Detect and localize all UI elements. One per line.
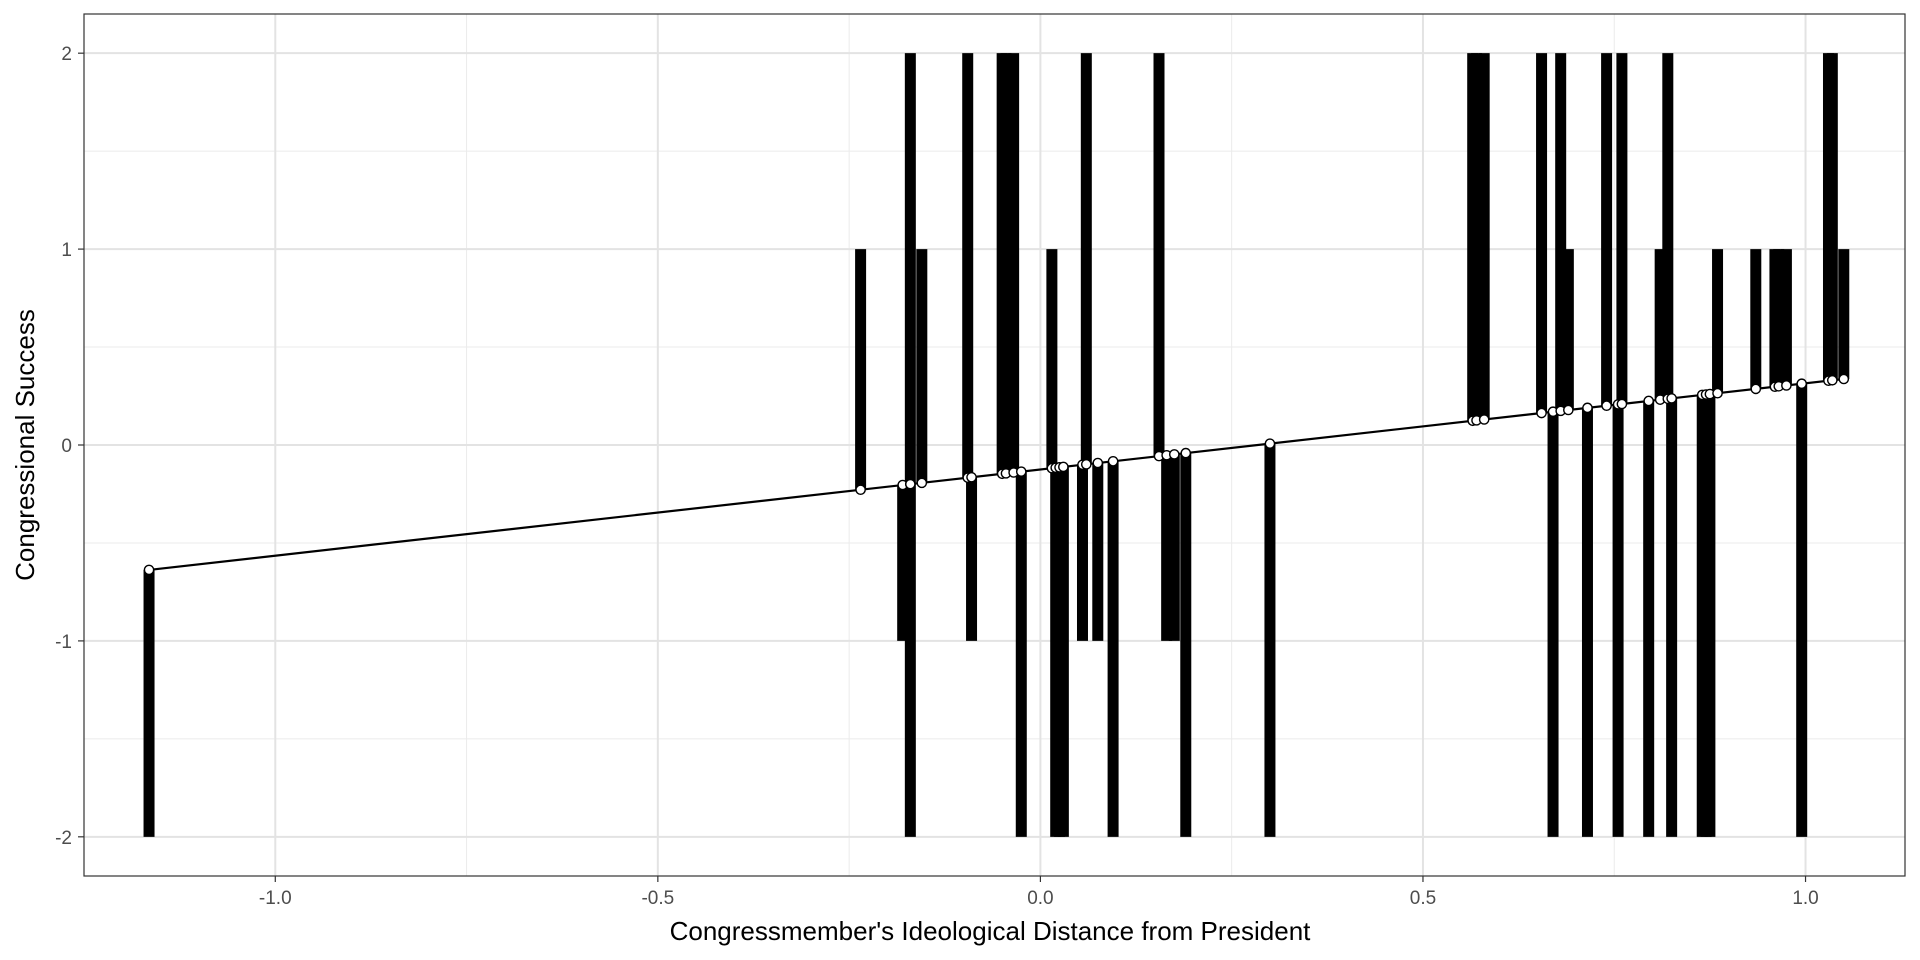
fitted-point bbox=[1796, 378, 1808, 390]
fitted-point bbox=[1015, 466, 1027, 477]
fitted-point bbox=[1536, 407, 1547, 419]
y-tick-label: 0 bbox=[61, 436, 72, 457]
fitted-point bbox=[1616, 398, 1628, 410]
fitted-point bbox=[1264, 438, 1276, 449]
fitted-point bbox=[1169, 449, 1180, 460]
fitted-point bbox=[1478, 414, 1490, 425]
fitted-point bbox=[1107, 455, 1119, 467]
fitted-point bbox=[1058, 461, 1069, 473]
fitted-point bbox=[1081, 459, 1092, 470]
fitted-point bbox=[1781, 380, 1792, 391]
fitted-point bbox=[1838, 373, 1850, 385]
x-tick-label: 1.0 bbox=[1792, 888, 1818, 909]
x-axis-title: Congressmember's Ideological Distance fr… bbox=[670, 916, 1312, 946]
x-tick-label: -0.5 bbox=[641, 888, 674, 909]
y-tick-label: 1 bbox=[61, 240, 72, 261]
fitted-point bbox=[916, 477, 928, 489]
fitted-point bbox=[1666, 393, 1677, 404]
fitted-point bbox=[1750, 383, 1762, 395]
fitted-point bbox=[905, 478, 916, 490]
y-axis-title: Congressional Success bbox=[10, 309, 40, 581]
fitted-point bbox=[1643, 395, 1654, 407]
fitted-point bbox=[1582, 402, 1593, 414]
fitted-point bbox=[1827, 374, 1838, 386]
x-tick-label: 0.5 bbox=[1410, 888, 1436, 909]
fitted-point bbox=[1092, 457, 1104, 469]
fitted-point bbox=[1601, 400, 1612, 412]
y-tick-label: -2 bbox=[55, 828, 72, 849]
fitted-point bbox=[966, 471, 977, 483]
x-axis: -1.0 -0.5 0.0 0.5 1.0 bbox=[259, 876, 1819, 909]
x-tick-label: -1.0 bbox=[259, 888, 292, 909]
y-tick-label: -1 bbox=[55, 632, 72, 653]
fitted-point bbox=[1563, 404, 1574, 416]
grid-major bbox=[84, 14, 1905, 876]
fitted-point bbox=[143, 564, 155, 576]
fitted-point bbox=[1180, 447, 1192, 459]
y-axis: -2 -1 0 1 2 bbox=[55, 44, 84, 849]
fitted-points bbox=[143, 373, 1850, 576]
fitted-point bbox=[1712, 387, 1723, 399]
y-tick-label: 2 bbox=[61, 44, 72, 65]
fitted-point bbox=[855, 484, 866, 496]
observed-segments bbox=[143, 53, 1850, 837]
x-tick-label: 0.0 bbox=[1027, 888, 1053, 909]
